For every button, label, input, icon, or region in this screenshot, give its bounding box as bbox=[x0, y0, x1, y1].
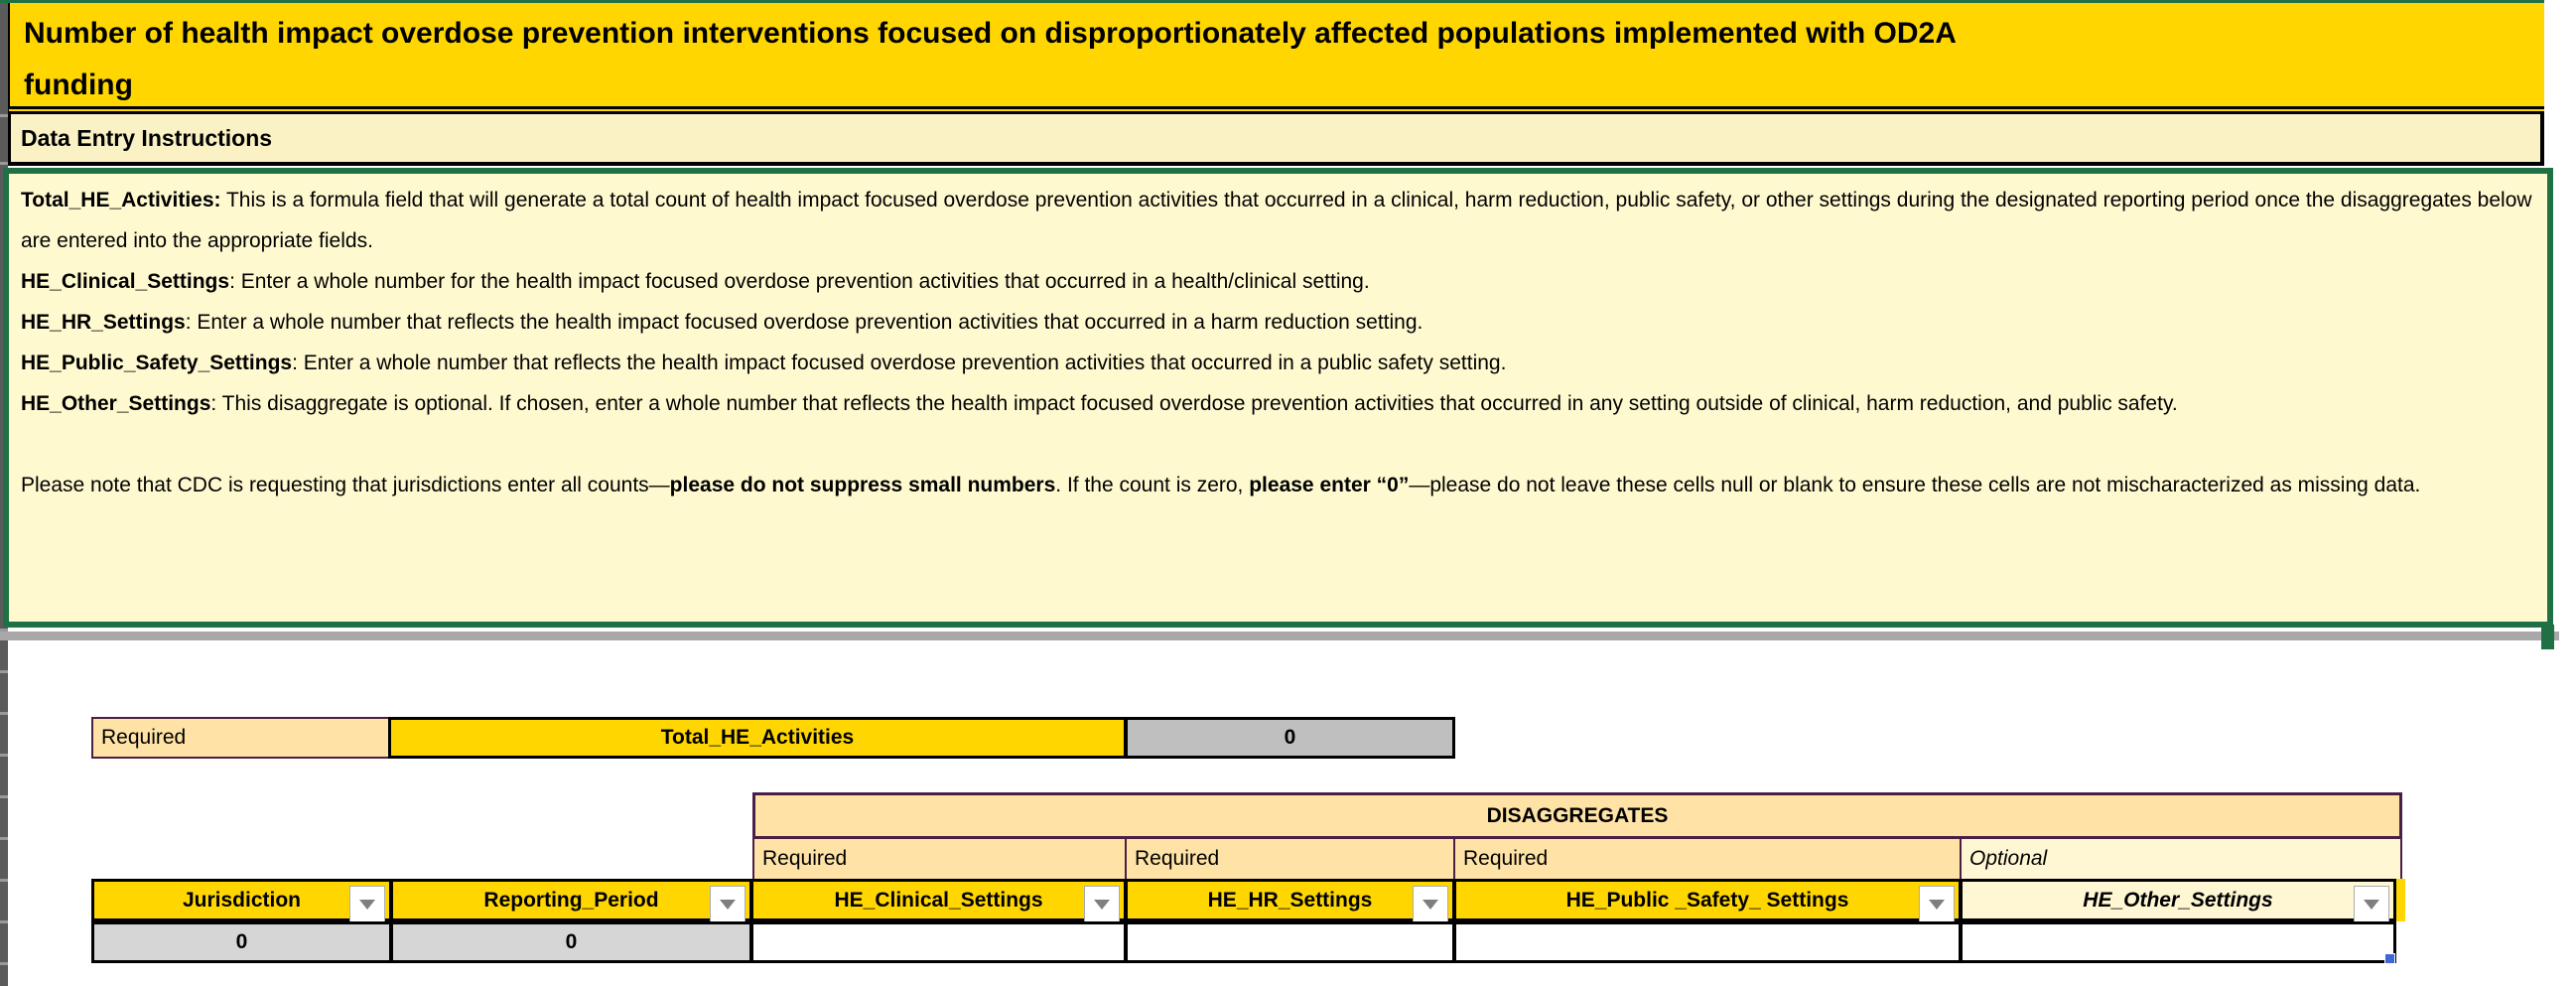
next-column-sliver bbox=[2396, 879, 2405, 921]
column-header-label: Reporting_Period bbox=[483, 888, 659, 912]
cell-he-hr-settings[interactable] bbox=[1125, 921, 1455, 963]
filter-dropdown-button[interactable] bbox=[349, 886, 385, 922]
disaggregates-header: DISAGGREGATES bbox=[752, 792, 2402, 839]
filter-dropdown-button[interactable] bbox=[710, 886, 746, 922]
column-header-reporting-period: Reporting_Period bbox=[390, 879, 752, 922]
selection-fill-handle[interactable] bbox=[2384, 953, 2395, 964]
column-header-he-public-safety-settings: HE_Public _Safety_ Settings bbox=[1453, 879, 1962, 922]
row-divider-tick bbox=[0, 920, 8, 923]
row-divider-tick bbox=[0, 629, 8, 632]
cell-he-clinical-settings[interactable] bbox=[750, 921, 1127, 963]
chevron-down-icon bbox=[2364, 899, 2379, 910]
cell-he-public-safety-settings[interactable] bbox=[1453, 921, 1962, 963]
column-header-he-hr-settings: HE_HR_Settings bbox=[1125, 879, 1455, 922]
cell-he-other-settings[interactable] bbox=[1960, 921, 2396, 963]
data-entry-instructions-header: Data Entry Instructions bbox=[8, 114, 2544, 166]
instruction-paragraph: HE_Other_Settings: This disaggregate is … bbox=[21, 392, 2178, 415]
row-divider-tick bbox=[0, 962, 8, 965]
requirement-label-public-safety: Required bbox=[1453, 837, 1962, 881]
total-requirement-label: Required bbox=[91, 717, 390, 759]
row-divider-tick bbox=[0, 795, 8, 798]
column-header-he-clinical-settings: HE_Clinical_Settings bbox=[750, 879, 1127, 922]
chevron-down-icon bbox=[1423, 899, 1438, 910]
instruction-paragraph: Please note that CDC is requesting that … bbox=[21, 474, 2421, 496]
row-divider-tick bbox=[0, 162, 8, 165]
instructions-box-corner bbox=[2541, 625, 2554, 649]
cell-jurisdiction[interactable]: 0 bbox=[91, 921, 392, 963]
row-divider-tick bbox=[0, 114, 8, 117]
column-header-label: Jurisdiction bbox=[182, 888, 302, 912]
column-header-label: HE_Public _Safety_ Settings bbox=[1565, 888, 1849, 912]
column-header-label: HE_Clinical_Settings bbox=[834, 888, 1043, 912]
filter-dropdown-button[interactable] bbox=[1084, 886, 1120, 922]
chevron-down-icon bbox=[359, 899, 375, 910]
chevron-down-icon bbox=[720, 899, 736, 910]
instruction-paragraph: HE_Clinical_Settings: Enter a whole numb… bbox=[21, 270, 1370, 293]
instructions-box: Total_HE_Activities: This is a formula f… bbox=[3, 168, 2553, 628]
instruction-paragraph bbox=[21, 424, 2535, 465]
instruction-paragraph: HE_HR_Settings: Enter a whole number tha… bbox=[21, 311, 1424, 334]
gridline-divider bbox=[0, 632, 2559, 640]
column-header-label: HE_Other_Settings bbox=[2083, 888, 2273, 912]
chevron-down-icon bbox=[1094, 899, 1110, 910]
requirement-label-other: Optional bbox=[1960, 837, 2402, 881]
total-he-activities-header: Total_HE_Activities bbox=[388, 717, 1127, 759]
row-divider-tick bbox=[0, 754, 8, 757]
instruction-paragraph: HE_Public_Safety_Settings: Enter a whole… bbox=[21, 352, 1507, 374]
top-green-divider bbox=[0, 0, 2544, 3]
filter-dropdown-button[interactable] bbox=[1413, 886, 1448, 922]
chevron-down-icon bbox=[1929, 899, 1945, 910]
row-divider-tick bbox=[0, 670, 8, 673]
page-title-line2: funding bbox=[24, 69, 133, 101]
column-header-he-other-settings: HE_Other_Settings bbox=[1960, 879, 2396, 922]
total-he-activities-value-cell[interactable]: 0 bbox=[1125, 717, 1455, 759]
filter-dropdown-button[interactable] bbox=[2354, 886, 2389, 922]
data-entry-instructions-label: Data Entry Instructions bbox=[21, 124, 273, 151]
cell-reporting-period[interactable]: 0 bbox=[390, 921, 752, 963]
column-header-jurisdiction: Jurisdiction bbox=[91, 879, 392, 922]
row-divider-tick bbox=[0, 712, 8, 715]
column-header-label: HE_HR_Settings bbox=[1207, 888, 1373, 912]
requirement-label-hr: Required bbox=[1125, 837, 1455, 881]
instruction-paragraph: Total_HE_Activities: This is a formula f… bbox=[21, 189, 2532, 252]
page-title: Number of health impact overdose prevent… bbox=[8, 3, 2544, 114]
filter-dropdown-button[interactable] bbox=[1919, 886, 1955, 922]
row-divider-tick bbox=[0, 837, 8, 840]
page-title-line1: Number of health impact overdose prevent… bbox=[24, 17, 1957, 50]
requirement-label-clinical: Required bbox=[752, 837, 1127, 881]
row-divider-tick bbox=[0, 879, 8, 882]
